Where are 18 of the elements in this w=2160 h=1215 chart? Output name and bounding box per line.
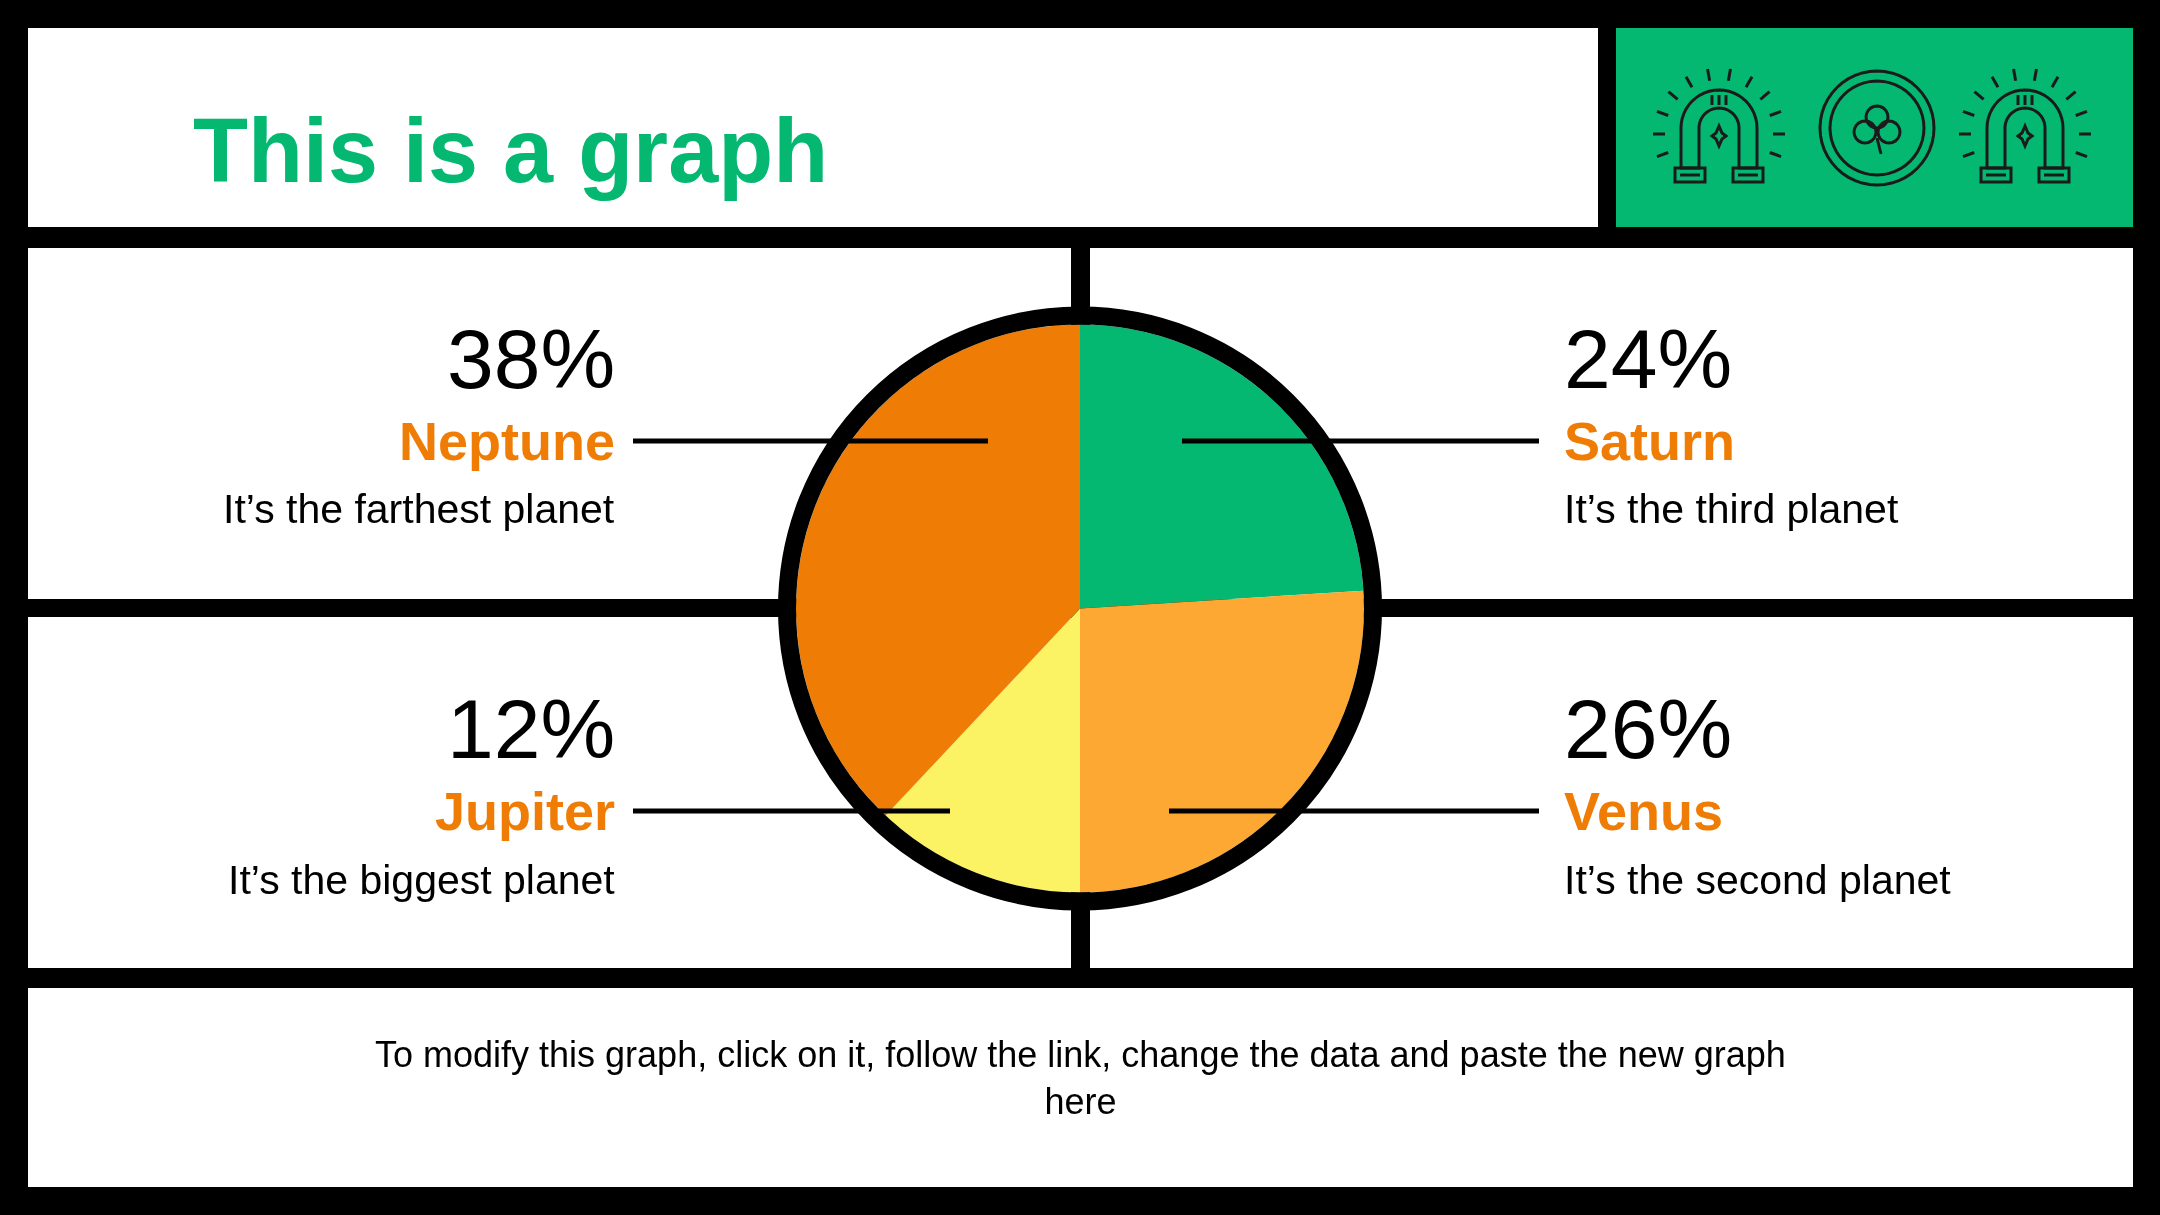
slice-label: Venus xyxy=(1564,781,1724,841)
slice-label: Saturn xyxy=(1564,411,1736,471)
data-label: 24% xyxy=(1564,312,1733,406)
text: To modify this graph, click on it, follow the link, change the data and paste the new graph here xyxy=(375,1034,1786,1122)
text: It’s the third planet xyxy=(1564,486,1899,532)
pie-slice xyxy=(1080,324,1364,609)
text: It’s the farthest planet xyxy=(223,486,615,532)
pie-slice xyxy=(1080,590,1364,893)
chart-title: This is a graph xyxy=(193,100,829,201)
data-label: 12% xyxy=(447,682,616,776)
pie-slice xyxy=(796,324,1080,816)
text: It’s the second planet xyxy=(1564,857,1952,903)
slice-label: Neptune xyxy=(399,411,615,471)
data-label: 26% xyxy=(1564,682,1733,776)
data-label: 38% xyxy=(447,312,616,406)
slice-label: Jupiter xyxy=(435,781,616,841)
text: It’s the biggest planet xyxy=(228,857,616,903)
pie-slice xyxy=(885,608,1080,893)
